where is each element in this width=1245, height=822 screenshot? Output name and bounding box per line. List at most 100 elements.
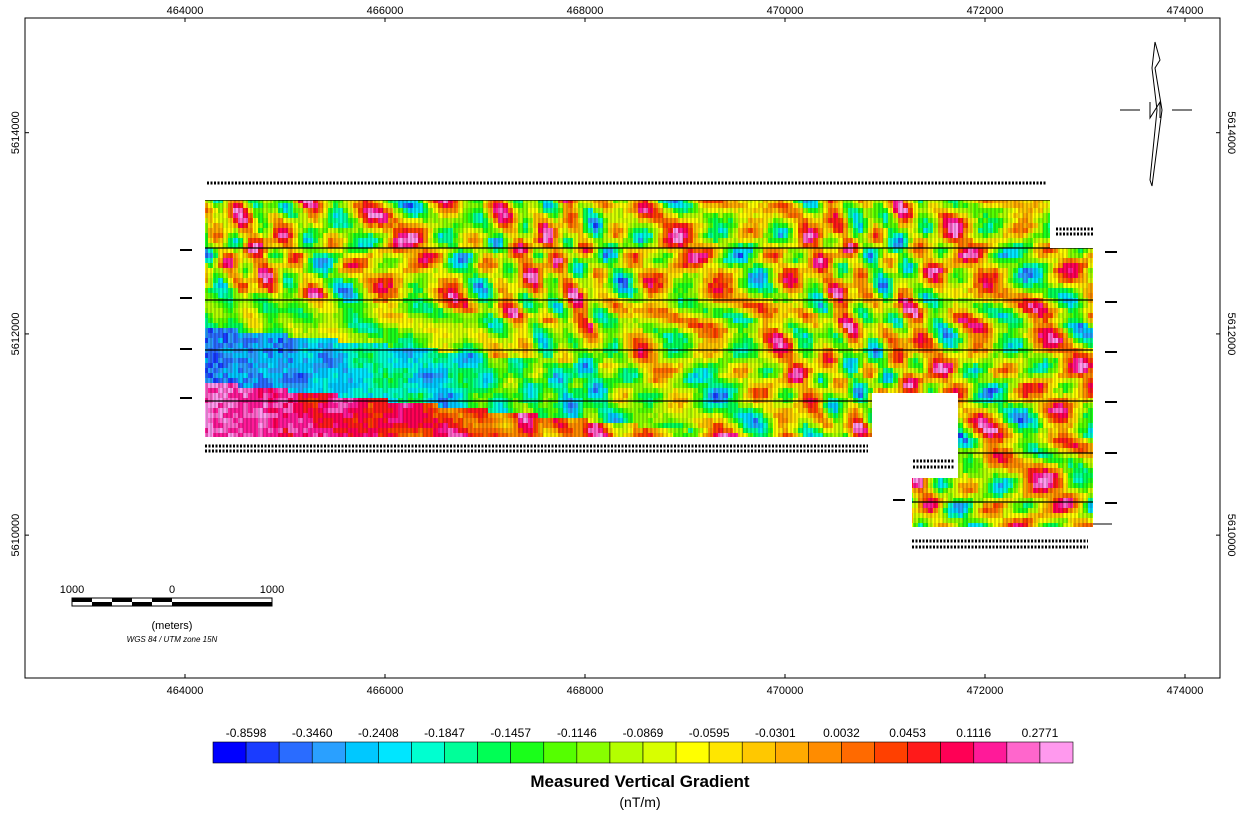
survey-cell	[313, 323, 318, 328]
survey-cell	[993, 283, 998, 288]
survey-cell	[1093, 198, 1098, 203]
survey-cell	[1053, 198, 1058, 203]
survey-cell	[928, 203, 933, 208]
survey-cell	[928, 328, 933, 333]
survey-cell	[813, 258, 818, 263]
survey-cell	[333, 328, 338, 333]
survey-cell	[328, 263, 333, 268]
survey-cell	[908, 253, 913, 258]
survey-cell	[448, 208, 453, 213]
survey-cell	[1033, 233, 1038, 238]
survey-cell	[1088, 293, 1093, 298]
survey-cell	[508, 243, 513, 248]
survey-cell	[588, 333, 593, 338]
survey-cell	[388, 248, 393, 253]
survey-cell	[988, 278, 993, 283]
survey-cell	[753, 248, 758, 253]
survey-cell	[968, 278, 973, 283]
survey-cell	[633, 243, 638, 248]
survey-cell	[788, 243, 793, 248]
survey-cell	[793, 258, 798, 263]
survey-cell	[913, 308, 918, 313]
survey-cell	[628, 333, 633, 338]
survey-cell	[428, 208, 433, 213]
survey-cell	[433, 308, 438, 313]
survey-cell	[733, 218, 738, 223]
survey-cell	[428, 238, 433, 243]
survey-cell	[848, 288, 853, 293]
survey-cell	[908, 218, 913, 223]
survey-cell	[413, 308, 418, 313]
survey-cell	[948, 278, 953, 283]
survey-cell	[548, 293, 553, 298]
survey-cell	[288, 303, 293, 308]
survey-cell	[853, 253, 858, 258]
survey-cell	[308, 303, 313, 308]
survey-cell	[1028, 328, 1033, 333]
survey-cell	[808, 283, 813, 288]
survey-cell	[433, 248, 438, 253]
survey-cell	[693, 328, 698, 333]
survey-cell	[833, 233, 838, 238]
survey-cell	[313, 268, 318, 273]
survey-cell	[633, 273, 638, 278]
survey-cell	[468, 313, 473, 318]
survey-cell	[833, 243, 838, 248]
survey-cell	[1028, 238, 1033, 243]
survey-cell	[828, 333, 833, 338]
survey-cell	[593, 253, 598, 258]
survey-cell	[848, 333, 853, 338]
survey-cell	[768, 278, 773, 283]
survey-cell	[468, 253, 473, 258]
survey-cell	[713, 328, 718, 333]
survey-cell	[768, 203, 773, 208]
survey-cell	[408, 278, 413, 283]
survey-cell	[908, 328, 913, 333]
survey-cell	[713, 318, 718, 323]
survey-cell	[288, 263, 293, 268]
survey-cell	[348, 208, 353, 213]
survey-cell	[573, 268, 578, 273]
survey-cell	[388, 228, 393, 233]
survey-cell	[833, 308, 838, 313]
survey-cell	[428, 293, 433, 298]
survey-cell	[233, 218, 238, 223]
survey-cell	[873, 278, 878, 283]
survey-cell	[908, 248, 913, 253]
survey-cell	[808, 258, 813, 263]
survey-cell	[533, 253, 538, 258]
survey-cell	[268, 283, 273, 288]
survey-cell	[928, 258, 933, 263]
survey-cell	[688, 238, 693, 243]
survey-cell	[768, 273, 773, 278]
survey-cell	[1068, 203, 1073, 208]
survey-cell	[948, 308, 953, 313]
survey-cell	[328, 288, 333, 293]
survey-cell	[208, 248, 213, 253]
survey-cell	[368, 248, 373, 253]
survey-cell	[208, 208, 213, 213]
survey-cell	[1028, 203, 1033, 208]
survey-cell	[673, 223, 678, 228]
survey-cell	[428, 303, 433, 308]
survey-cell	[708, 323, 713, 328]
survey-cell	[753, 308, 758, 313]
survey-cell	[888, 248, 893, 253]
survey-cell	[713, 273, 718, 278]
survey-cell	[928, 213, 933, 218]
survey-cell	[653, 288, 658, 293]
survey-cell	[233, 268, 238, 273]
survey-cell	[1008, 328, 1013, 333]
survey-cell	[213, 303, 218, 308]
survey-cell	[373, 293, 378, 298]
survey-cell	[848, 278, 853, 283]
survey-cell	[1093, 323, 1098, 328]
survey-cell	[813, 253, 818, 258]
survey-cell	[348, 303, 353, 308]
survey-cell	[568, 238, 573, 243]
survey-cell	[428, 278, 433, 283]
survey-cell	[708, 308, 713, 313]
survey-cell	[1093, 283, 1098, 288]
survey-cell	[433, 333, 438, 338]
survey-cell	[753, 253, 758, 258]
